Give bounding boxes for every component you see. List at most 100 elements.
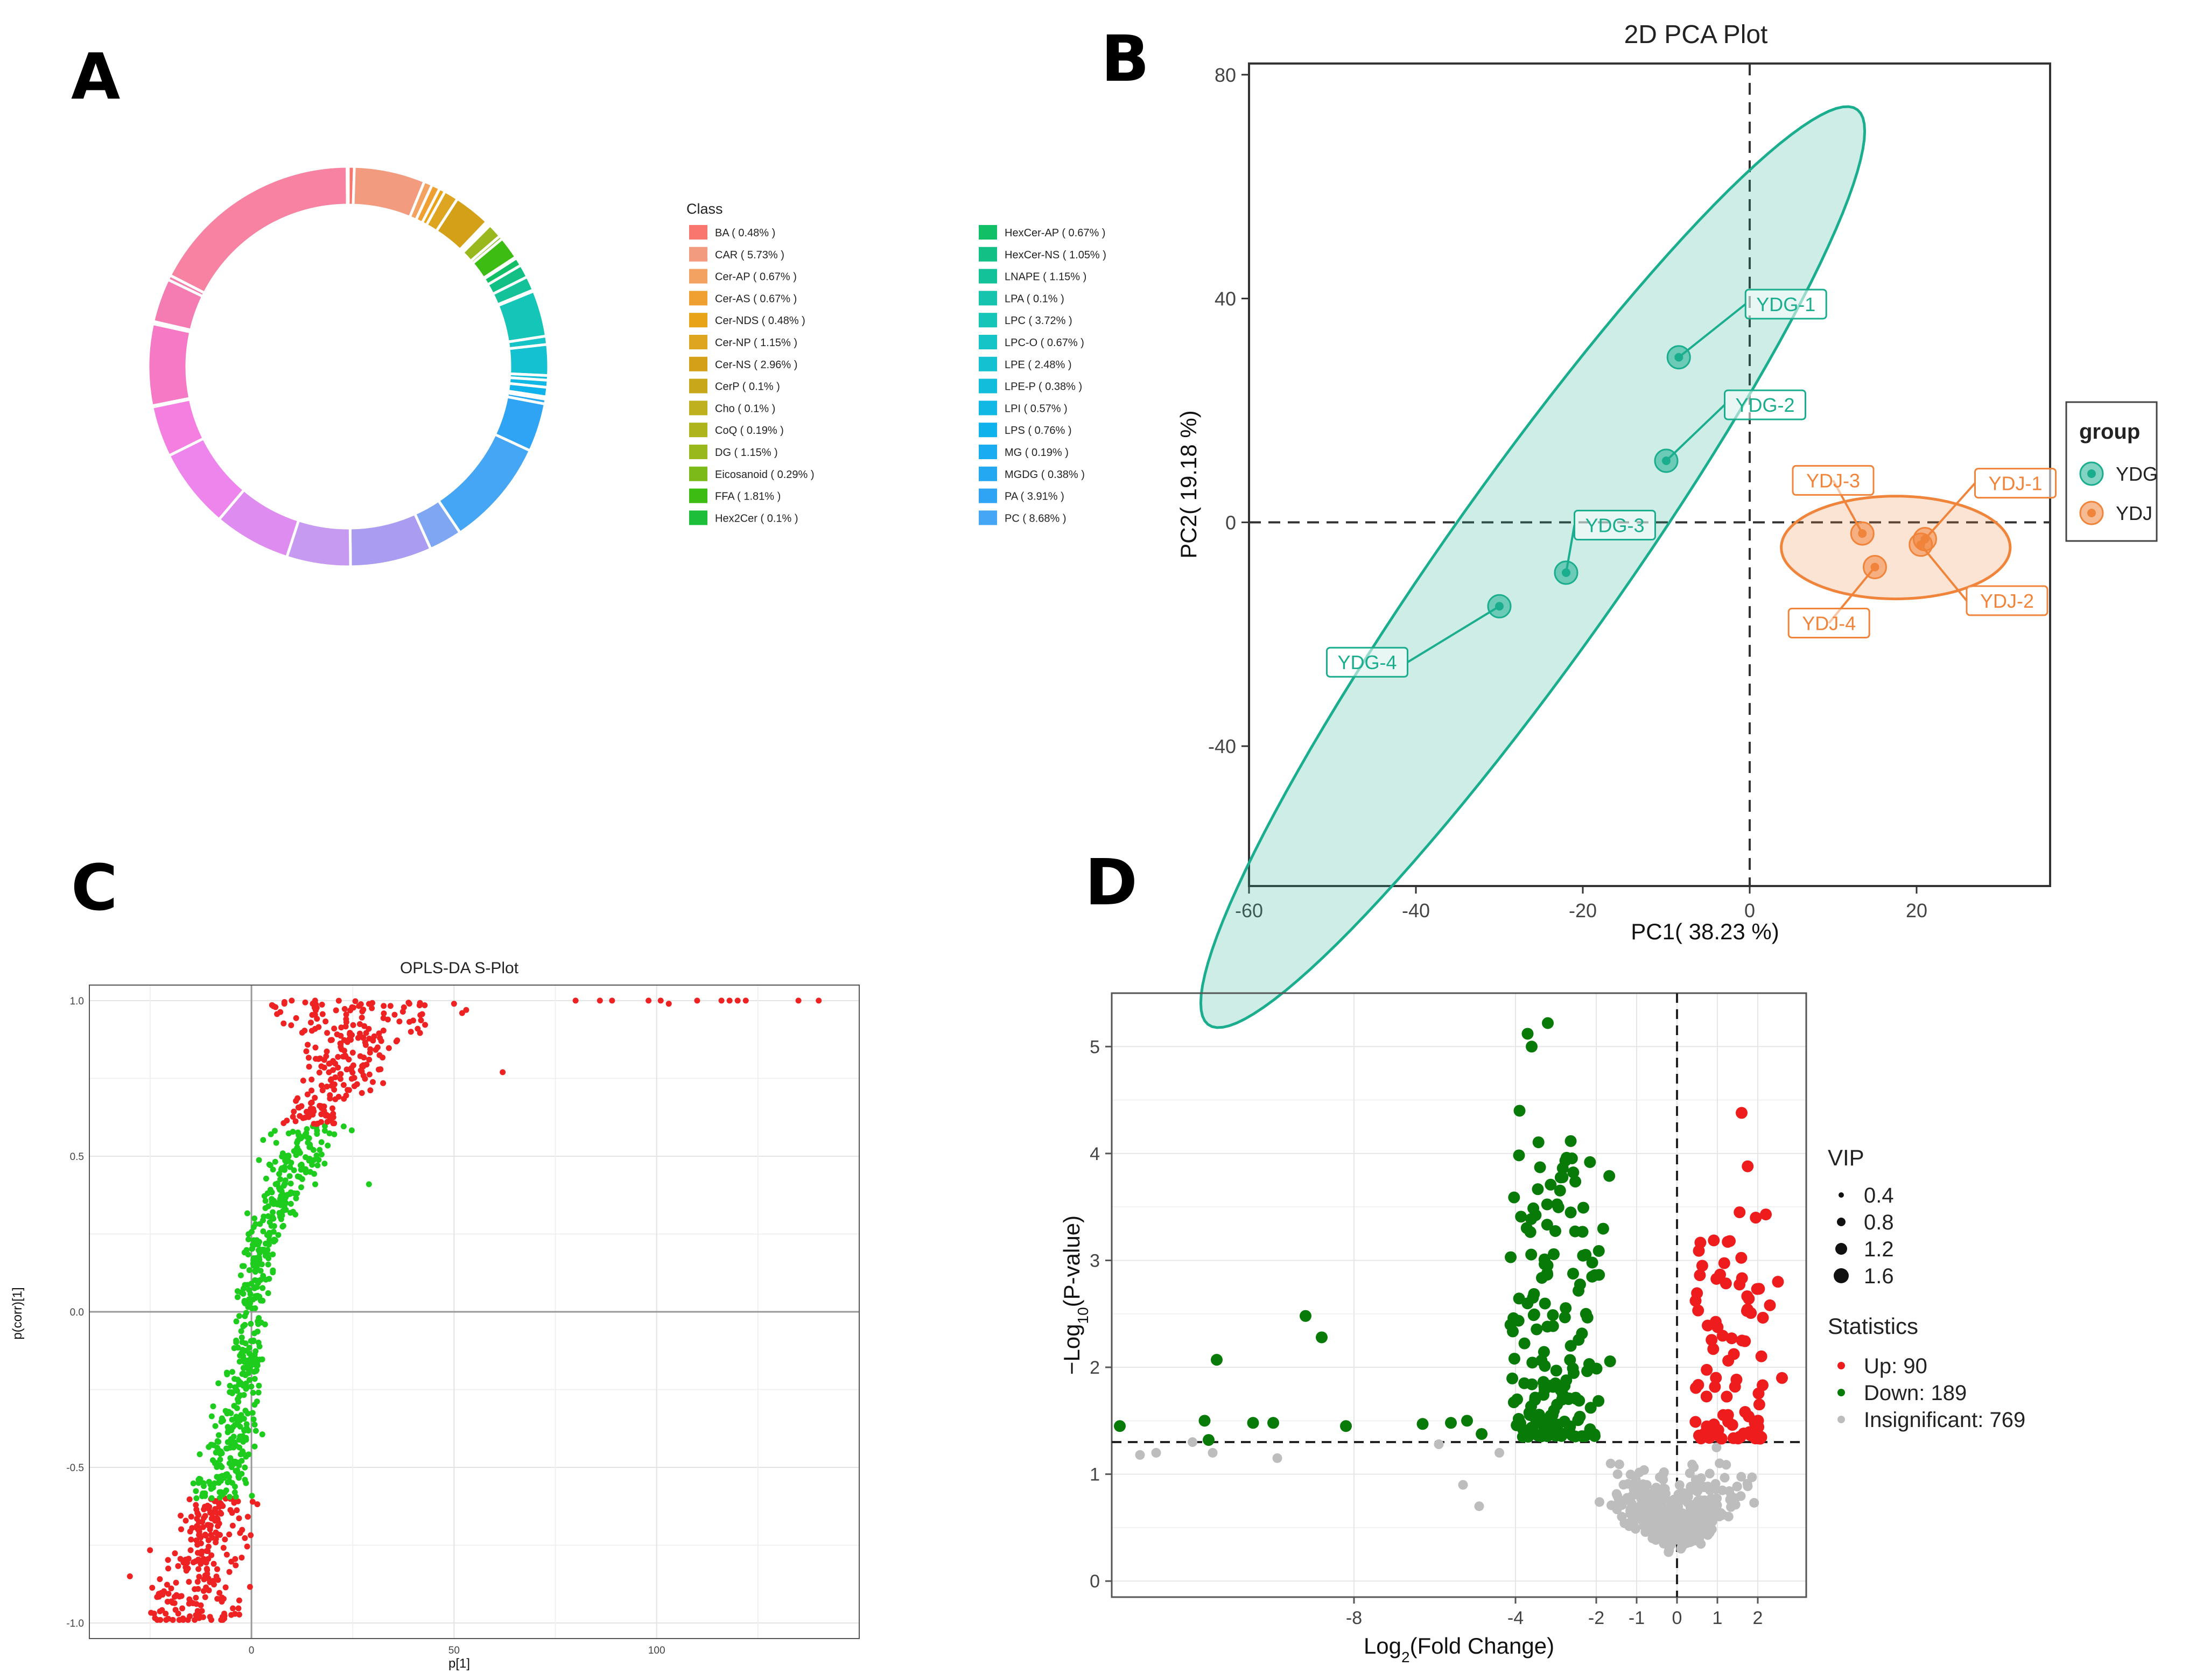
volcano-frame xyxy=(1111,992,1807,1598)
volcano-point-down xyxy=(1538,1346,1550,1358)
splot-point xyxy=(200,1480,207,1486)
splot-point xyxy=(331,1120,338,1127)
volcano-point-insignificant xyxy=(1749,1498,1759,1508)
pca-label-box xyxy=(1792,465,1875,496)
splot-point xyxy=(350,1022,356,1028)
splot-point xyxy=(246,1377,252,1383)
volcano-point-insignificant xyxy=(1686,1485,1696,1495)
splot-point xyxy=(247,1584,253,1590)
splot-point xyxy=(222,1536,228,1543)
splot-point xyxy=(324,1048,330,1055)
volcano-point-insignificant xyxy=(1272,1453,1282,1463)
volcano-point-insignificant xyxy=(1434,1439,1444,1450)
splot-point xyxy=(217,1509,223,1516)
splot-point xyxy=(239,1339,245,1345)
splot-point xyxy=(312,997,318,1004)
volcano-plot: -8 -4 -2 -1 0 1 2 0 1 2 3 4 5 Log2(Fold Change) −Log10… xyxy=(1059,992,1807,1665)
splot-point xyxy=(243,1437,249,1443)
splot-point xyxy=(276,1171,282,1177)
splot-point xyxy=(224,1479,231,1486)
splot-point xyxy=(327,1037,334,1043)
splot-point xyxy=(154,1594,160,1600)
splot-point xyxy=(241,1263,247,1269)
panel-label-b: B xyxy=(1101,22,1149,96)
legend-swatch-cer-np xyxy=(689,335,707,349)
splot-point xyxy=(305,1042,311,1048)
legend-label-cer-np: Cer-NP ( 1.15% ) xyxy=(715,337,797,349)
pca-legend-title: group xyxy=(2079,420,2140,444)
volcano-point-down xyxy=(1547,1320,1559,1332)
volcano-point-up xyxy=(1750,1212,1762,1224)
splot-point xyxy=(331,1131,338,1137)
splot-point xyxy=(252,1255,259,1261)
vip-size-label: 1.6 xyxy=(1864,1264,1894,1288)
splot-point xyxy=(165,1565,172,1572)
splot-point xyxy=(319,1087,326,1094)
volcano-point-insignificant xyxy=(1617,1512,1627,1522)
splot-point xyxy=(233,1493,239,1500)
splot-point xyxy=(317,1147,323,1153)
splot-point xyxy=(233,1386,239,1393)
splot-point xyxy=(249,1246,255,1252)
volcano-point-down xyxy=(1114,1420,1126,1432)
pca-ellipse-ydg xyxy=(1199,105,1867,1029)
volcano-point-down xyxy=(1267,1417,1279,1429)
splot-point xyxy=(257,1261,263,1267)
splot-point xyxy=(287,1164,293,1170)
volcano-point-down xyxy=(1564,1206,1577,1219)
splot-point xyxy=(362,1039,368,1045)
pca-point-label: YDJ-1 xyxy=(1988,473,2042,495)
splot-point xyxy=(726,997,733,1004)
volcano-point-down xyxy=(1506,1325,1519,1338)
volcano-point-insignificant xyxy=(1704,1468,1715,1479)
splot-point xyxy=(265,1261,271,1268)
legend-swatch-cer-as xyxy=(689,291,707,306)
legend-swatch-mgdg xyxy=(979,466,997,481)
volcano-point-down xyxy=(1538,1422,1550,1435)
volcano-point-down xyxy=(1559,1380,1571,1392)
legend-label-lpi: LPI ( 0.57% ) xyxy=(1005,403,1068,414)
splot-point xyxy=(192,1616,198,1623)
splot-point xyxy=(734,997,741,1004)
splot-point xyxy=(235,1422,241,1428)
pca-point-core xyxy=(1916,540,1925,549)
splot-point xyxy=(207,1614,213,1620)
splot-point xyxy=(346,1087,352,1093)
volcano-point-up xyxy=(1751,1283,1763,1295)
volcano-point-insignificant xyxy=(1640,1527,1651,1537)
splot-point xyxy=(214,1438,221,1444)
splot-point xyxy=(285,1130,292,1137)
volcano-point-up xyxy=(1722,1236,1734,1248)
splot-point xyxy=(317,1102,323,1109)
pca-label-leader xyxy=(1665,404,1725,462)
volcano-point-down xyxy=(1203,1434,1215,1446)
volcano-point-up xyxy=(1753,1398,1765,1411)
splot-point xyxy=(254,1501,261,1507)
splot-point xyxy=(147,1547,153,1554)
volcano-point-down xyxy=(1534,1161,1546,1173)
volcano-point-up xyxy=(1764,1299,1776,1311)
volcano-point-insignificant xyxy=(1720,1473,1730,1483)
splot-point xyxy=(234,1288,241,1295)
splot-point xyxy=(188,1514,194,1520)
splot-point xyxy=(255,1389,262,1396)
splot-point xyxy=(406,1001,412,1007)
volcano-point-down xyxy=(1592,1395,1605,1407)
splot-point xyxy=(343,1011,349,1018)
splot-point xyxy=(279,1165,285,1171)
splot-points xyxy=(127,997,822,1623)
splot-point xyxy=(244,1210,250,1217)
splot-point xyxy=(335,1053,341,1060)
splot-point xyxy=(287,1200,294,1207)
volcano-point-up xyxy=(1757,1379,1769,1391)
volcano-point-up xyxy=(1716,1330,1729,1342)
volcano-point-insignificant xyxy=(1594,1497,1604,1507)
splot-point xyxy=(235,1396,241,1402)
volcano-point-down xyxy=(1548,1248,1560,1260)
splot-point xyxy=(251,1422,258,1428)
splot-point xyxy=(361,1055,367,1061)
pca-legend-label-ydj: YDJ xyxy=(2116,502,2152,524)
splot-point xyxy=(203,1584,209,1591)
splot-point xyxy=(186,1613,193,1620)
volcano-point-down xyxy=(1570,1393,1582,1405)
